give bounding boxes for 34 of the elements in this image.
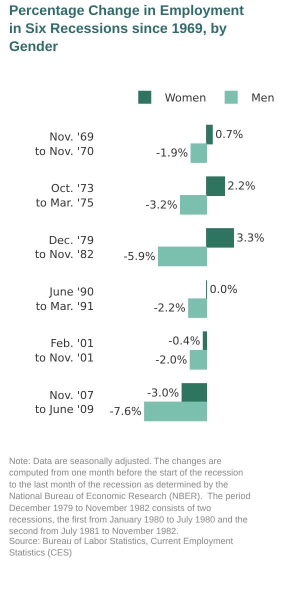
data-label: -0.4%: [168, 334, 200, 348]
data-label: -1.9%: [156, 146, 188, 160]
bar: [190, 350, 208, 370]
bar: [158, 246, 208, 266]
legend-label: Men: [251, 92, 274, 105]
data-label: -3.0%: [147, 386, 180, 400]
bar: [190, 143, 208, 163]
bar: [180, 195, 208, 215]
bar: [206, 228, 234, 248]
legend-label: Women: [164, 92, 206, 105]
y-tick-label: June '90 to Mar. '91: [36, 286, 94, 313]
y-tick-label: Feb. '01 to Nov. '01: [34, 337, 94, 364]
data-label: -5.9%: [124, 250, 156, 263]
data-label: 3.3%: [236, 231, 264, 244]
y-tick-label: Nov. '69 to Nov. '70: [34, 130, 94, 158]
y-tick-label: Dec. '79 to Nov. '82: [34, 234, 94, 262]
bar: [182, 383, 208, 403]
data-label: -3.2%: [146, 198, 178, 212]
bar: [206, 176, 226, 196]
y-tick-label: Oct. '73 to Mar. '75: [36, 182, 94, 210]
bar: [202, 331, 208, 351]
data-label: 2.2%: [228, 180, 256, 193]
source-note: Source: Bureau of Labor Statistics, Current Employment Statistics (CES): [9, 536, 234, 558]
data-label: -2.0%: [155, 353, 188, 366]
data-label: -2.2%: [154, 302, 186, 315]
text: Note: Data are seasonally adjusted. The changes are computed from one month before the start of the recession to the last month of the recession as determined by the National Bureau of Economic Research (NBER). The period December 1979 to November 1982 consists of two recessions, the first from January 1980 to July 1980 and the second from July 1981 to November 1982.: [9, 456, 250, 536]
data-label: -7.6%: [110, 404, 142, 418]
chart-title: Percentage Change in Employment in Six Recessions since 1969, by Gender: [8, 2, 244, 54]
bar: [206, 124, 213, 144]
y-tick-label: Nov. '07 to June '09: [34, 388, 94, 416]
bar: [144, 402, 208, 422]
data-label: 0.0%: [210, 283, 238, 296]
bar: [188, 298, 208, 318]
data-label: 0.7%: [215, 128, 244, 142]
